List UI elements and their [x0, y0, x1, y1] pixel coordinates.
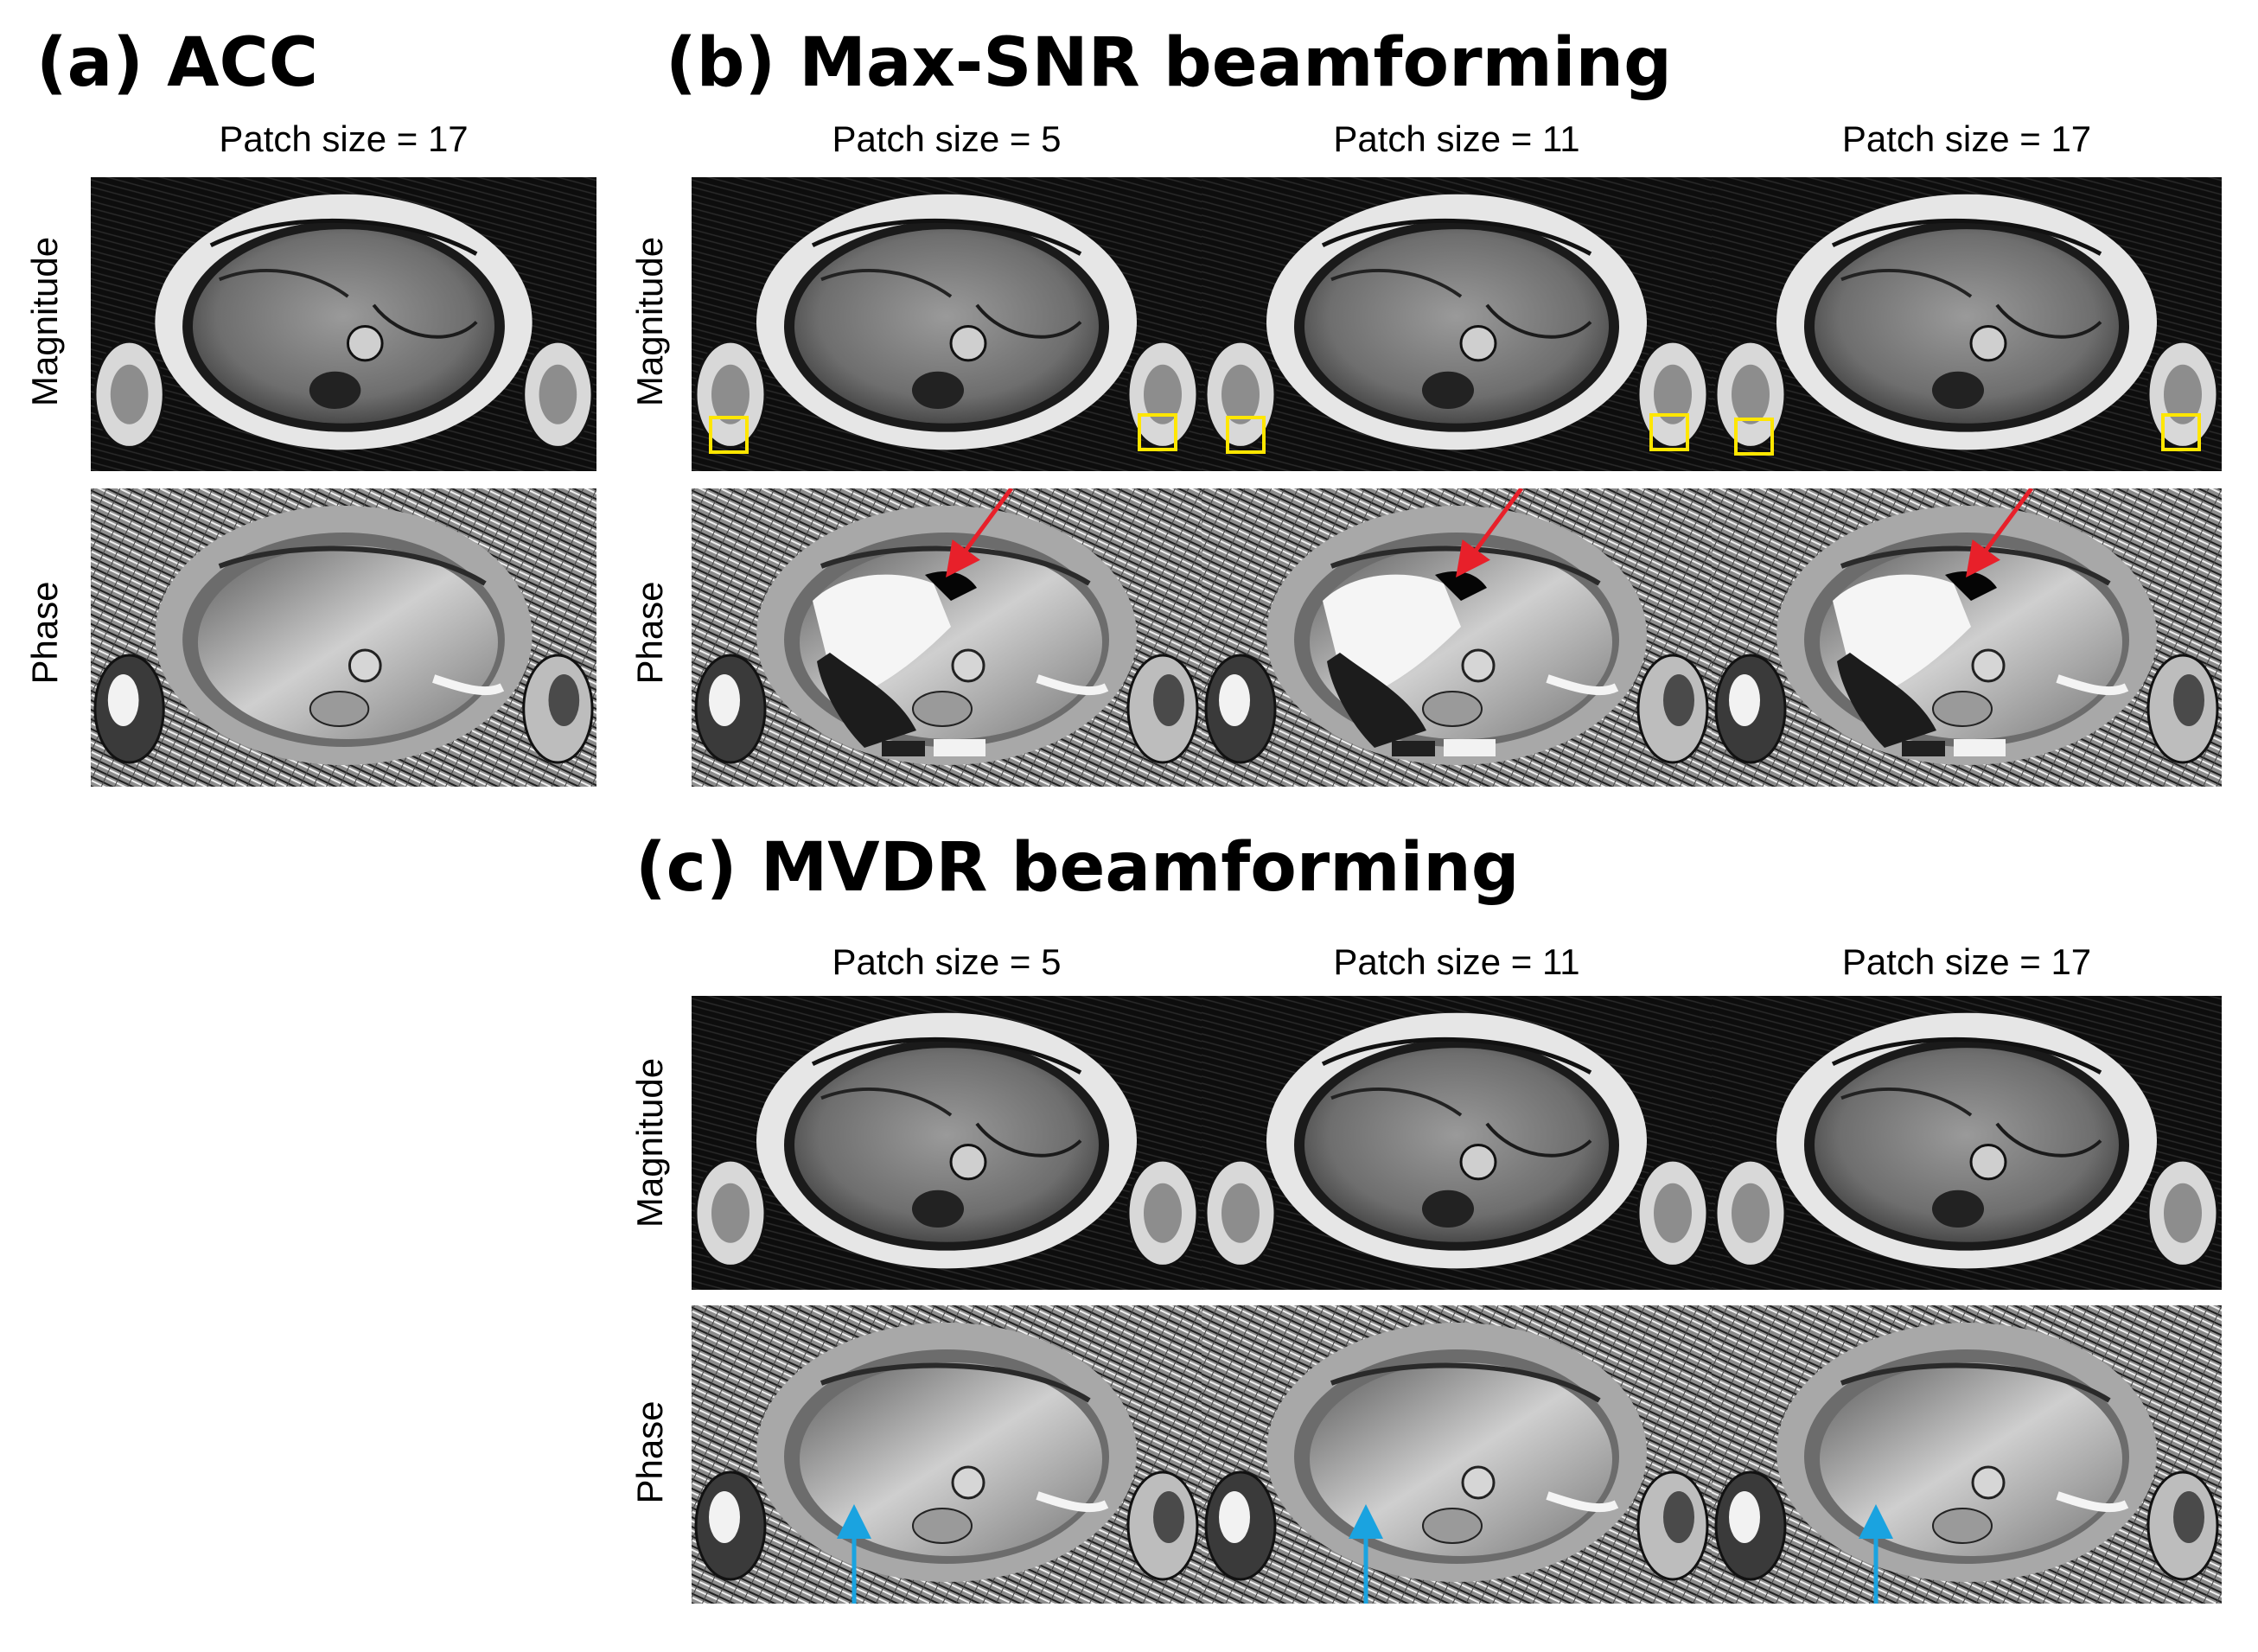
col-label-b-11: Patch size = 11 — [1333, 118, 1580, 159]
mvdr-magnitude-11-image — [1202, 996, 1712, 1290]
mvdr-phase-11-image — [1202, 1305, 1712, 1604]
red-arrow — [946, 488, 1014, 578]
mvdr-magnitude-17-image — [1712, 996, 2222, 1290]
highlight-box — [2161, 413, 2201, 451]
maxsnr-magnitude-5-image — [692, 177, 1202, 471]
row-label-c-magnitude: Magnitude — [629, 1057, 670, 1228]
row-label-b-phase: Phase — [629, 581, 670, 685]
col-label-c-11: Patch size = 11 — [1333, 941, 1580, 982]
maxsnr-magnitude-11-image — [1202, 177, 1712, 471]
mvdr-magnitude-5-image — [692, 996, 1202, 1290]
maxsnr-phase-17-image — [1712, 488, 2222, 787]
red-arrow — [1966, 488, 2034, 578]
col-label-a-17: Patch size = 17 — [219, 118, 469, 159]
highlight-box — [1138, 413, 1177, 451]
maxsnr-phase-5-image — [692, 488, 1202, 787]
row-label-a-magnitude: Magnitude — [24, 236, 65, 407]
acc-phase-image — [91, 488, 596, 787]
col-label-b-5: Patch size = 5 — [832, 118, 1062, 159]
section-c-title: (c) MVDR beamforming — [635, 829, 1520, 907]
highlight-box — [1649, 413, 1689, 451]
row-label-c-phase: Phase — [629, 1400, 670, 1504]
acc-magnitude-image — [91, 177, 596, 471]
highlight-box — [709, 416, 749, 454]
col-label-b-17: Patch size = 17 — [1841, 118, 2092, 159]
row-label-b-magnitude: Magnitude — [629, 236, 670, 407]
row-label-a-phase: Phase — [24, 581, 65, 685]
red-arrow — [1456, 488, 1524, 578]
maxsnr-magnitude-17-image — [1712, 177, 2222, 471]
mvdr-phase-5-image — [692, 1305, 1202, 1604]
col-label-c-17: Patch size = 17 — [1841, 941, 2092, 982]
section-b-title: (b) Max-SNR beamforming — [666, 24, 1672, 102]
mvdr-phase-17-image — [1712, 1305, 2222, 1604]
highlight-box — [1226, 416, 1266, 454]
section-a-title: (a) ACC — [36, 24, 318, 102]
highlight-box — [1734, 418, 1774, 456]
maxsnr-phase-11-image — [1202, 488, 1712, 787]
col-label-c-5: Patch size = 5 — [832, 941, 1062, 982]
